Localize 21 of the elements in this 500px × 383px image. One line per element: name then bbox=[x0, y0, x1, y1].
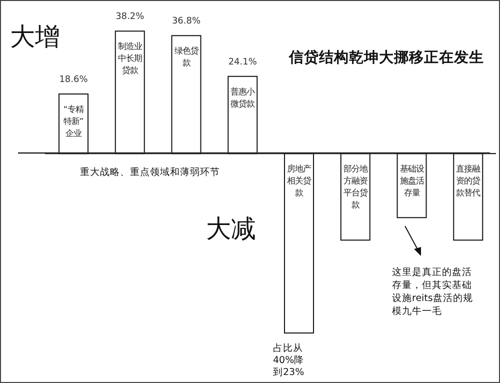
x-tick-label: 部分地方融资平台贷款 bbox=[343, 164, 368, 210]
text: 信贷结构乾坤大挪移正在发生 bbox=[289, 48, 484, 67]
data-label: 24.1% bbox=[228, 57, 258, 68]
x-tick-label: 制造业中长期贷款 bbox=[118, 41, 142, 76]
x-tick-label: 房地产相关贷款 bbox=[287, 164, 311, 198]
data-label: 36.8% bbox=[172, 16, 201, 27]
data-label: 38.2% bbox=[116, 12, 145, 22]
x-tick-label: 基础设施盘活存量 bbox=[400, 164, 424, 198]
annotation: 大增 bbox=[10, 21, 60, 53]
text: 占比从40%降到23% bbox=[273, 343, 306, 379]
x-tick-label: “专精特新”企业 bbox=[63, 104, 84, 138]
data-label: 18.6% bbox=[59, 74, 88, 85]
bar bbox=[114, 30, 145, 154]
annotation: 大减 bbox=[206, 213, 256, 245]
x-tick-label: 绿色贷款 bbox=[174, 46, 198, 68]
annotation: 这里是真正的盘活存量，但其实基础设施reits盘活的规模九牛一毛 bbox=[392, 266, 474, 318]
x-tick-label: 普惠小微贷款 bbox=[230, 86, 255, 108]
bar bbox=[171, 35, 202, 154]
annotation: 重大战略、重点领域和薄弱环节 bbox=[80, 166, 220, 179]
bar bbox=[284, 153, 314, 334]
x-tick-label: 直接融资的贷款替代 bbox=[456, 164, 480, 198]
